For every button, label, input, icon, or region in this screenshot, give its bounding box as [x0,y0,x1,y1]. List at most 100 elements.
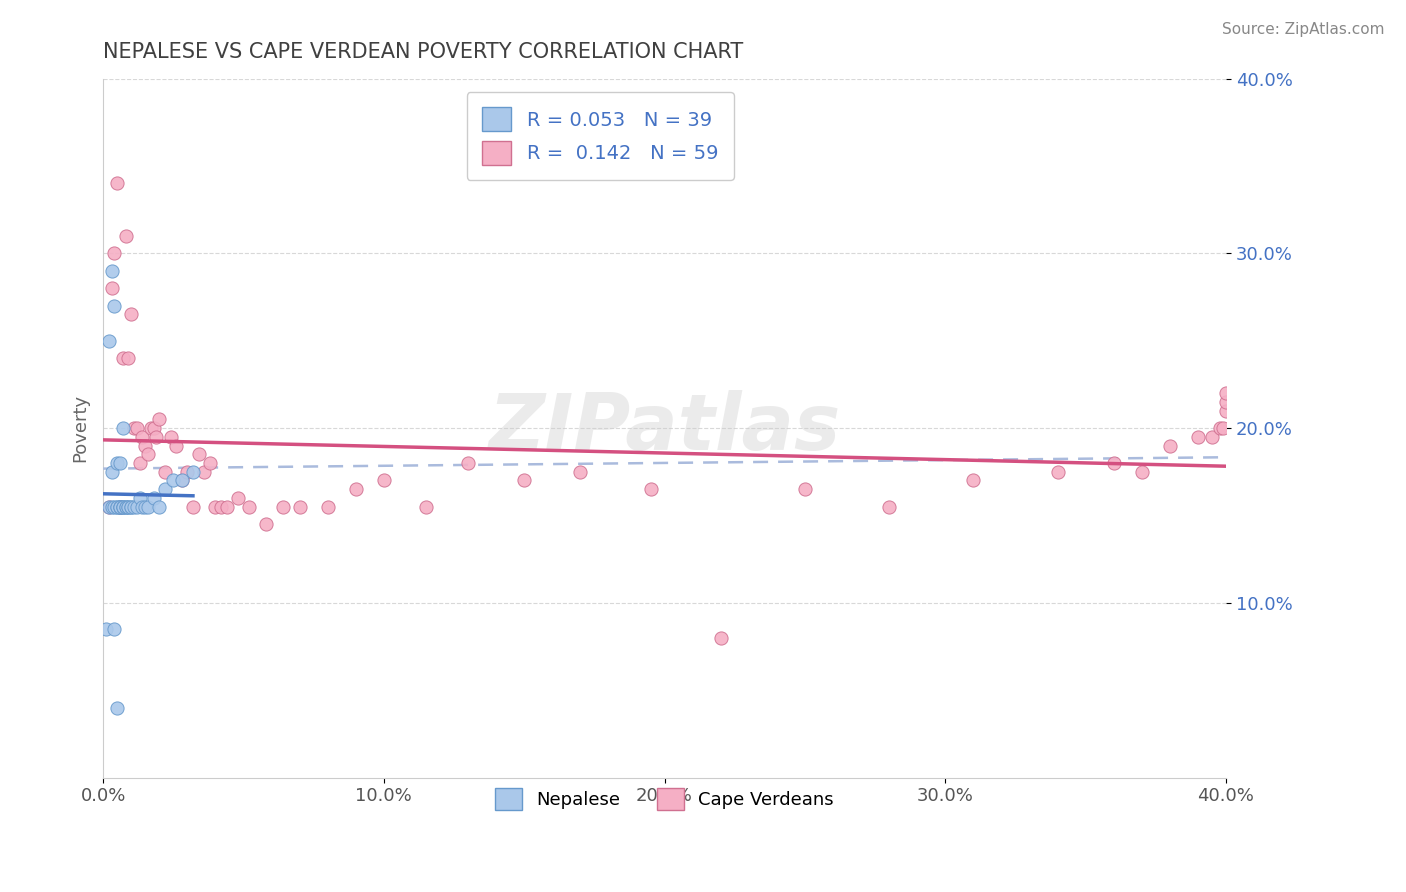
Point [226,491,249,505]
Point [117,351,139,366]
Point [105,700,128,714]
Point [153,482,176,496]
Point [97,334,120,348]
Point [139,421,162,435]
Point [100,281,122,295]
Point [108,500,131,514]
Point [97,500,120,514]
Point [134,438,156,452]
Point [316,500,339,514]
Point [1159,438,1181,452]
Point [457,456,479,470]
Point [100,264,122,278]
Point [170,474,193,488]
Point [793,482,815,496]
Point [108,500,131,514]
Point [176,465,198,479]
Point [288,500,311,514]
Point [148,412,170,426]
Point [114,500,136,514]
Point [120,500,142,514]
Point [640,482,662,496]
Y-axis label: Poverty: Poverty [72,394,89,462]
Point [569,465,592,479]
Point [1187,430,1209,444]
Point [108,500,131,514]
Point [344,482,367,496]
Point [170,474,193,488]
Point [187,447,209,461]
Point [131,500,153,514]
Point [204,500,226,514]
Point [1102,456,1125,470]
Point [111,351,134,366]
Text: NEPALESE VS CAPE VERDEAN POVERTY CORRELATION CHART: NEPALESE VS CAPE VERDEAN POVERTY CORRELA… [103,42,744,62]
Point [103,246,125,260]
Point [1209,421,1232,435]
Point [877,500,900,514]
Point [513,474,536,488]
Point [373,474,395,488]
Legend: Nepalese, Cape Verdeans: Nepalese, Cape Verdeans [481,773,848,824]
Point [1046,465,1069,479]
Point [105,500,128,514]
Point [1215,395,1237,409]
Point [108,456,131,470]
Point [193,465,215,479]
Point [100,465,122,479]
Point [415,500,437,514]
Point [148,500,170,514]
Point [111,500,134,514]
Point [1215,403,1237,417]
Point [136,500,159,514]
Point [94,622,117,636]
Point [105,500,128,514]
Point [120,308,142,322]
Point [1212,421,1234,435]
Point [165,438,187,452]
Point [962,474,984,488]
Point [103,622,125,636]
Point [122,500,145,514]
Point [117,500,139,514]
Point [114,228,136,243]
Point [181,500,204,514]
Point [108,500,131,514]
Point [128,456,150,470]
Point [131,430,153,444]
Point [105,177,128,191]
Point [159,430,181,444]
Point [105,456,128,470]
Point [181,465,204,479]
Point [103,500,125,514]
Point [122,421,145,435]
Point [710,631,733,645]
Point [97,500,120,514]
Point [128,491,150,505]
Point [134,500,156,514]
Point [111,500,134,514]
Point [120,500,142,514]
Point [136,447,159,461]
Point [117,500,139,514]
Point [111,500,134,514]
Point [153,465,176,479]
Point [142,491,165,505]
Point [111,421,134,435]
Point [271,500,294,514]
Point [1201,430,1223,444]
Point [142,421,165,435]
Point [114,500,136,514]
Text: ZIPatlas: ZIPatlas [488,390,841,467]
Point [103,299,125,313]
Point [1215,386,1237,401]
Point [145,430,167,444]
Point [1130,465,1153,479]
Point [100,500,122,514]
Point [125,500,148,514]
Point [125,421,148,435]
Point [209,500,232,514]
Point [254,517,277,532]
Point [215,500,238,514]
Point [238,500,260,514]
